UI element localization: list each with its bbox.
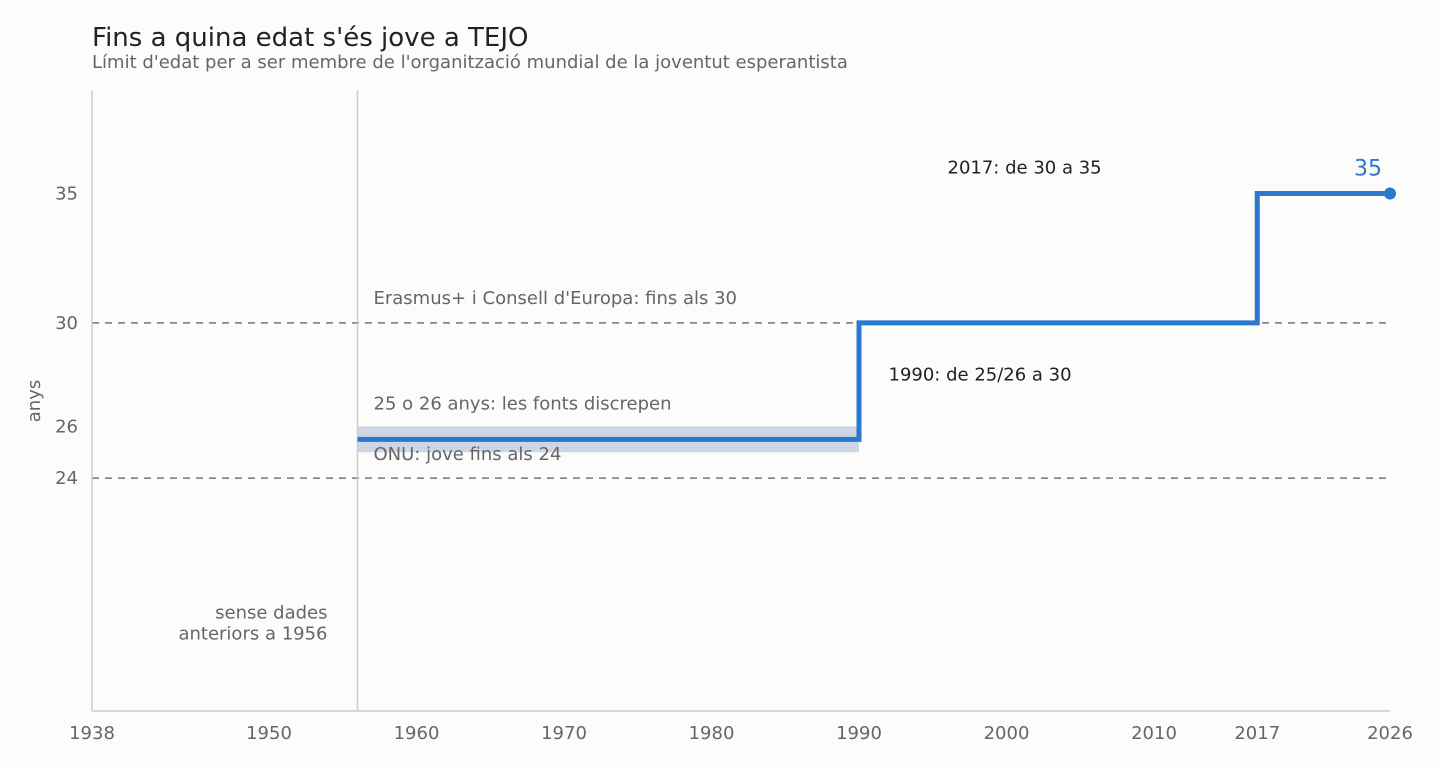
series-end-point — [1384, 187, 1396, 200]
x-tick-label: 1950 — [246, 723, 292, 744]
x-tick-label: 1990 — [836, 723, 882, 744]
step-1990-annotation: 1990: de 25/26 a 30 — [889, 365, 1072, 386]
y-axis-label: anys — [24, 380, 45, 422]
end-value-label: 35 — [1354, 157, 1382, 182]
reference-label-30: Erasmus+ i Consell d'Europa: fins als 30 — [374, 288, 738, 309]
x-tick-label: 2010 — [1131, 723, 1177, 744]
no-data-annotation-line2: anteriors a 1956 — [178, 623, 327, 644]
series-line — [357, 191, 1390, 442]
reference-label-24: ONU: jove fins als 24 — [374, 444, 562, 465]
x-tick-label: 1970 — [541, 723, 587, 744]
step-2017-annotation: 2017: de 30 a 35 — [948, 158, 1102, 179]
plot-area: 1938 1950 1960 1970 1980 1990 2000 2010 2017 2026… — [55, 90, 1413, 744]
y-tick-label: 35 — [55, 184, 78, 205]
x-tick-label: 2026 — [1367, 723, 1413, 744]
chart-subtitle: Límit d'edat per a ser membre de l'organ… — [92, 52, 848, 73]
chart-title: Fins a quina edat s'és jove a TEJO — [92, 23, 528, 53]
y-tick-label: 26 — [55, 416, 78, 437]
x-tick-label: 1980 — [689, 723, 735, 744]
band-annotation: 25 o 26 anys: les fonts discrepen — [374, 393, 672, 414]
x-tick-label: 1938 — [69, 723, 115, 744]
y-tick-label: 24 — [55, 468, 78, 489]
x-tick-label: 1960 — [394, 723, 440, 744]
x-tick-label: 2017 — [1234, 723, 1280, 744]
no-data-annotation-line1: sense dades — [215, 603, 327, 624]
x-tick-label: 2000 — [984, 723, 1030, 744]
y-tick-label: 30 — [55, 313, 78, 334]
